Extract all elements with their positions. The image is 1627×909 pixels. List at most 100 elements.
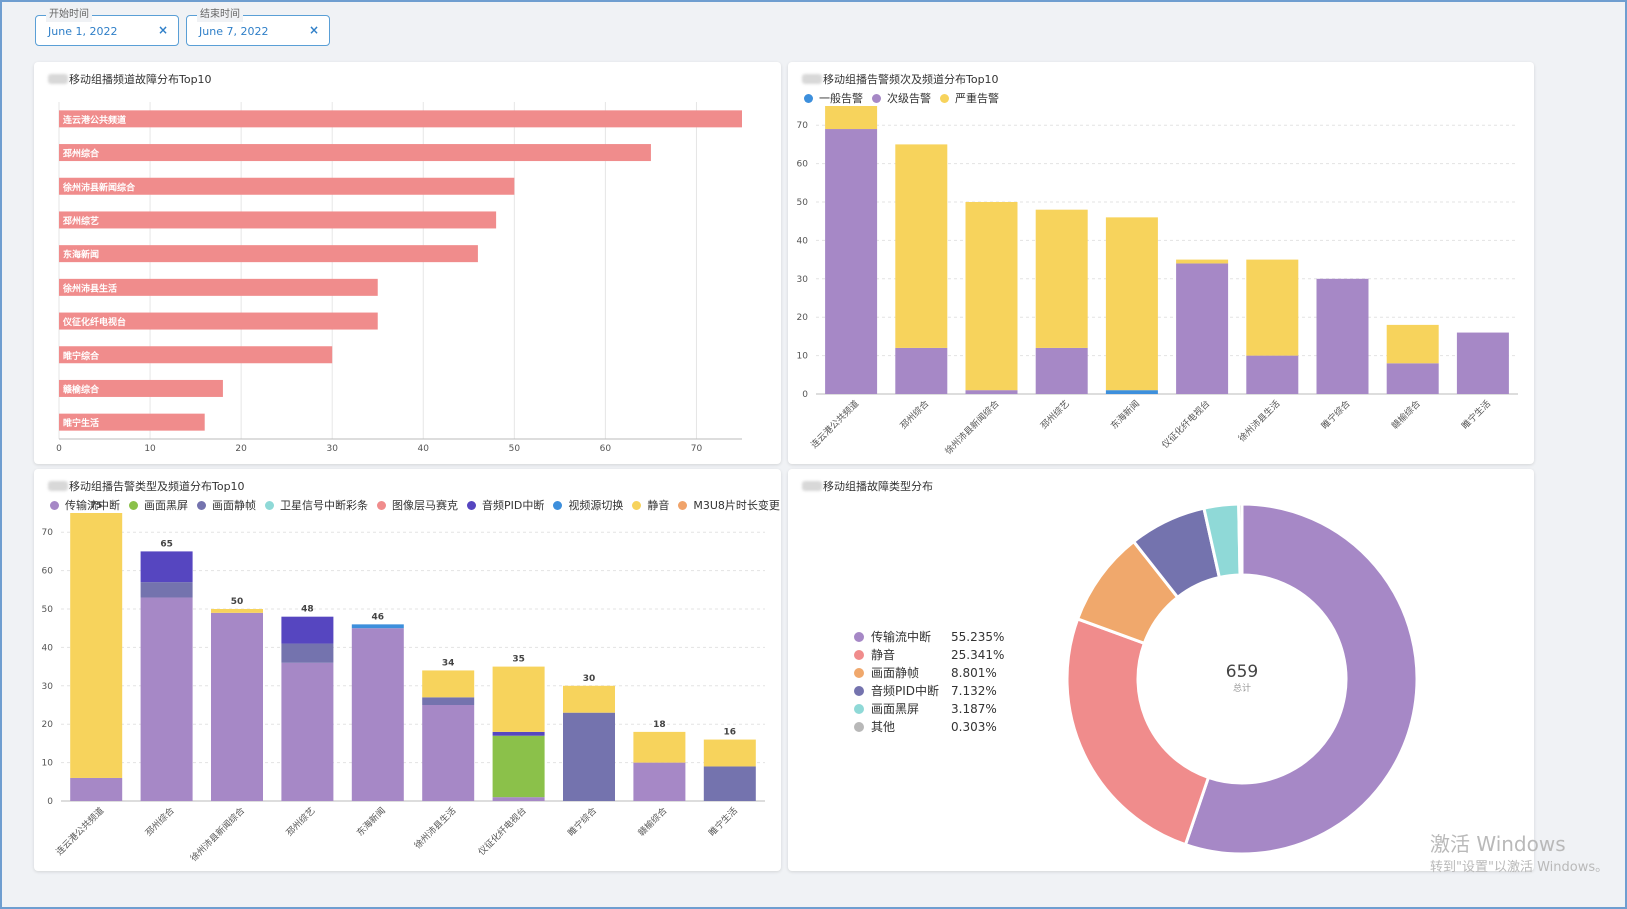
redacted-logo [48,74,68,84]
x-tick-label: 70 [691,444,703,454]
y-tick-label: 40 [42,643,54,653]
x-tick-label: 邳州综合 [143,805,177,839]
legend-label: 图像层马赛克 [392,499,458,512]
alarm-level-legend-item[interactable]: 次级告警 [872,90,931,106]
legend-dot-icon [265,501,274,510]
legend-label: 画面黑屏 [144,499,188,512]
alarm-level-bar-segment [1316,278,1369,394]
alarm-type-bar-segment [140,582,193,598]
legend-label: 画面静帧 [871,666,920,680]
alarm-frequency-chart: 0 10 20 30 40 50 60 70 连云港公共频道 邳州综合 徐州沛县新闻综合 邳州综艺 东海… [797,106,1518,457]
alarm-type-bar-segment [633,731,686,763]
x-tick-label: 连云港公共频道 [808,398,861,451]
alarm-level-bar-segment [1246,355,1299,394]
alarm-level-bar-segment [1246,259,1299,356]
legend-label: 静音 [647,499,670,512]
alarm-level-legend-item[interactable]: 一般告警 [804,90,863,106]
alarm-level-bar-segment [1456,332,1509,394]
windows-activation-watermark: 激活 Windows [1430,832,1566,856]
alarm-type-bar-segment [281,662,334,801]
legend-dot-icon [940,94,949,103]
end-date-label: 结束时间 [197,8,243,22]
y-tick-label: 60 [797,160,809,170]
alarm-level-bar-segment [1035,347,1088,394]
alarm-level-bar-segment [1386,324,1439,364]
alarm-level-bar-segment [1176,263,1229,394]
end-date-filter[interactable]: 结束时间 June 7, 2022 × [186,8,330,46]
legend-percent: 25.341% [951,648,1005,662]
alarm-type-legend-item[interactable]: 视频源切换 [553,497,623,513]
legend-label: 次级告警 [887,92,931,105]
fault-type-legend-item[interactable]: 静音 25.341% [854,646,1004,664]
bar-total-label: 34 [442,658,455,668]
alarm-type-legend-item[interactable]: 图像层马赛克 [377,497,458,513]
y-tick-label: 30 [797,275,809,285]
legend-label: 卫星信号中断彩条 [280,499,368,512]
y-tick-label: 70 [797,121,809,131]
x-tick-label: 东海新闻 [1108,398,1142,432]
alarm-type-bar-segment [703,739,756,767]
alarm-type-bar-segment [281,616,334,644]
alarm-type-legend-item[interactable]: 画面静帧 [197,497,256,513]
fault-type-legend-item[interactable]: 画面黑屏 3.187% [854,700,1004,718]
x-tick-label: 30 [326,444,338,454]
bar-label: 邳州综艺 [62,215,99,227]
bar [59,413,205,431]
alarm-level-bar-segment [965,202,1018,391]
alarm-type-legend-item[interactable]: M3U8片时长变更 [678,497,780,513]
fault-type-legend-item[interactable]: 传输流中断 55.235% [854,628,1004,646]
x-tick-label: 徐州沛县生活 [1236,398,1283,445]
bar-label: 睢宁生活 [63,417,99,429]
alarm-type-legend-item[interactable]: 传输流中断 [50,497,120,513]
y-tick-label: 50 [797,198,809,208]
legend-label: 严重告警 [955,92,999,105]
legend-label: 传输流中断 [65,499,120,512]
fault-type-legend-item[interactable]: 画面静帧 8.801% [854,664,1004,682]
fault-type-legend-item[interactable]: 其他 0.303% [854,718,1004,736]
alarm-type-bar-segment [70,777,123,801]
alarm-type-bar-segment [351,624,404,629]
legend-dot-icon [377,501,386,510]
legend-label: 音频PID中断 [482,499,545,512]
x-tick-label: 20 [235,444,247,454]
alarm-type-legend-item[interactable]: 画面黑屏 [129,497,188,513]
bar-total-label: 46 [372,612,385,622]
alarm-type-legend-item[interactable]: 音频PID中断 [467,497,544,513]
legend-dot-icon [632,501,642,510]
bar [59,211,497,229]
donut-total-label: 总计 [1233,682,1251,694]
redacted-logo [48,481,68,491]
y-tick-label: 20 [797,313,809,323]
alarm-type-title-text: 移动组播告警类型及频道分布Top10 [69,480,245,493]
bar-total-label: 16 [724,728,737,738]
y-tick-label: 20 [42,720,54,730]
y-tick-label: 10 [42,759,54,769]
start-date-clear-icon[interactable]: × [157,23,168,37]
legend-label: M3U8片时长变更 [693,499,780,512]
legend-label: 其他 [871,720,896,734]
channel-fault-chart: 0 10 20 30 40 50 60 70 连云港公共频道邳州综合徐州沛县新闻综合邳州综艺东海… [56,102,742,454]
end-date-clear-icon[interactable]: × [308,23,319,37]
x-tick-label: 50 [509,444,521,454]
x-tick-label: 东海新闻 [354,805,388,839]
start-date-filter[interactable]: 开始时间 June 1, 2022 × [35,8,179,46]
bar-label: 东海新闻 [63,249,99,261]
x-tick-label: 徐州沛县新闻综合 [188,805,247,864]
x-tick-label: 10 [144,444,156,454]
fault-type-legend-item[interactable]: 音频PID中断 7.132% [854,682,1004,700]
bar-total-label: 18 [653,720,666,730]
alarm-type-legend-item[interactable]: 卫星信号中断彩条 [265,497,368,513]
bar [59,346,333,364]
alarm-level-bar-segment [895,347,948,394]
y-tick-label: 0 [802,390,808,400]
x-tick-label: 仪征化纤电视台 [476,805,529,858]
legend-dot-icon [854,650,864,660]
alarm-type-bar-segment [492,731,545,736]
alarm-level-legend-item[interactable]: 严重告警 [940,90,999,106]
alarm-type-legend-item[interactable]: 静音 [632,497,669,513]
bar-total-label: 50 [231,597,244,607]
redacted-logo [802,74,822,84]
alarm-type-bar-segment [211,609,263,613]
alarm-frequency-title-text: 移动组播告警频次及频道分布Top10 [823,73,999,86]
bar [59,278,378,296]
